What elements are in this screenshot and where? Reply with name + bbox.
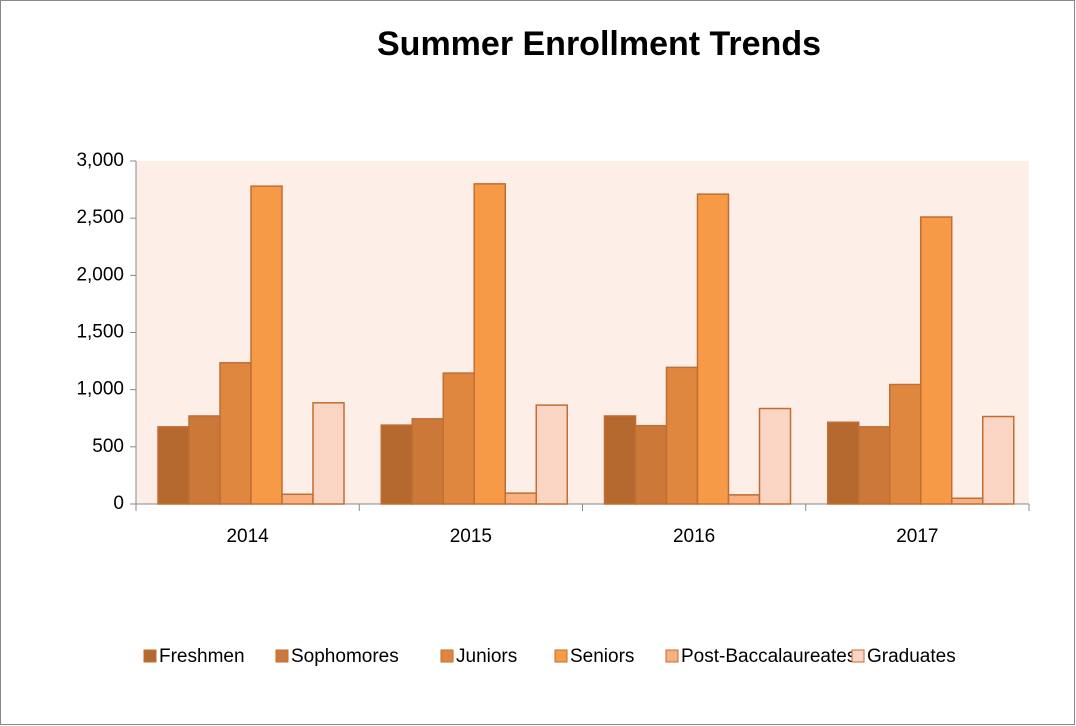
y-tick-label: 2,000 [76,264,124,285]
x-tick-label: 2014 [226,526,269,547]
legend-label: Sophomores [291,646,399,667]
bar [827,421,860,505]
bar [281,493,314,505]
bar [411,418,444,505]
x-tick-label: 2017 [896,526,938,547]
chart-title: Summer Enrollment Trends [377,25,821,63]
bar [380,424,413,505]
bar [442,372,475,505]
bar [250,185,283,505]
legend-swatch [275,649,289,663]
bar [535,404,568,505]
legend-label: Seniors [570,646,634,667]
legend-label: Post-Baccalaureates [681,646,856,667]
y-tick-label: 500 [92,436,124,457]
bar [219,362,252,505]
bar [951,497,984,505]
y-tick-label: 3,000 [76,150,124,171]
legend-label: Graduates [867,646,956,667]
x-tick-label: 2015 [450,526,492,547]
y-tick-label: 0 [113,493,124,514]
y-tick-label: 1,500 [76,322,124,343]
bar [920,216,953,505]
y-tick-label: 1,000 [76,379,124,400]
bar [473,183,506,505]
bar [758,407,792,505]
legend-swatch [851,649,865,663]
bar [982,415,1015,505]
bar [188,415,221,505]
y-tick-label: 2,500 [76,207,124,228]
bar [603,415,637,505]
bar [727,494,761,505]
bar [157,426,190,505]
bar [858,426,891,505]
bar [312,402,345,505]
legend-swatch [665,649,679,663]
x-tick-label: 2016 [673,526,715,547]
bar [889,383,922,505]
legend-swatch [143,649,157,663]
bar [665,366,699,505]
bar [634,424,668,505]
legend-label: Freshmen [159,646,245,667]
legend-swatch [440,649,454,663]
bar [696,193,730,505]
legend-label: Juniors [456,646,517,667]
legend-swatch [554,649,568,663]
bar [504,492,537,505]
